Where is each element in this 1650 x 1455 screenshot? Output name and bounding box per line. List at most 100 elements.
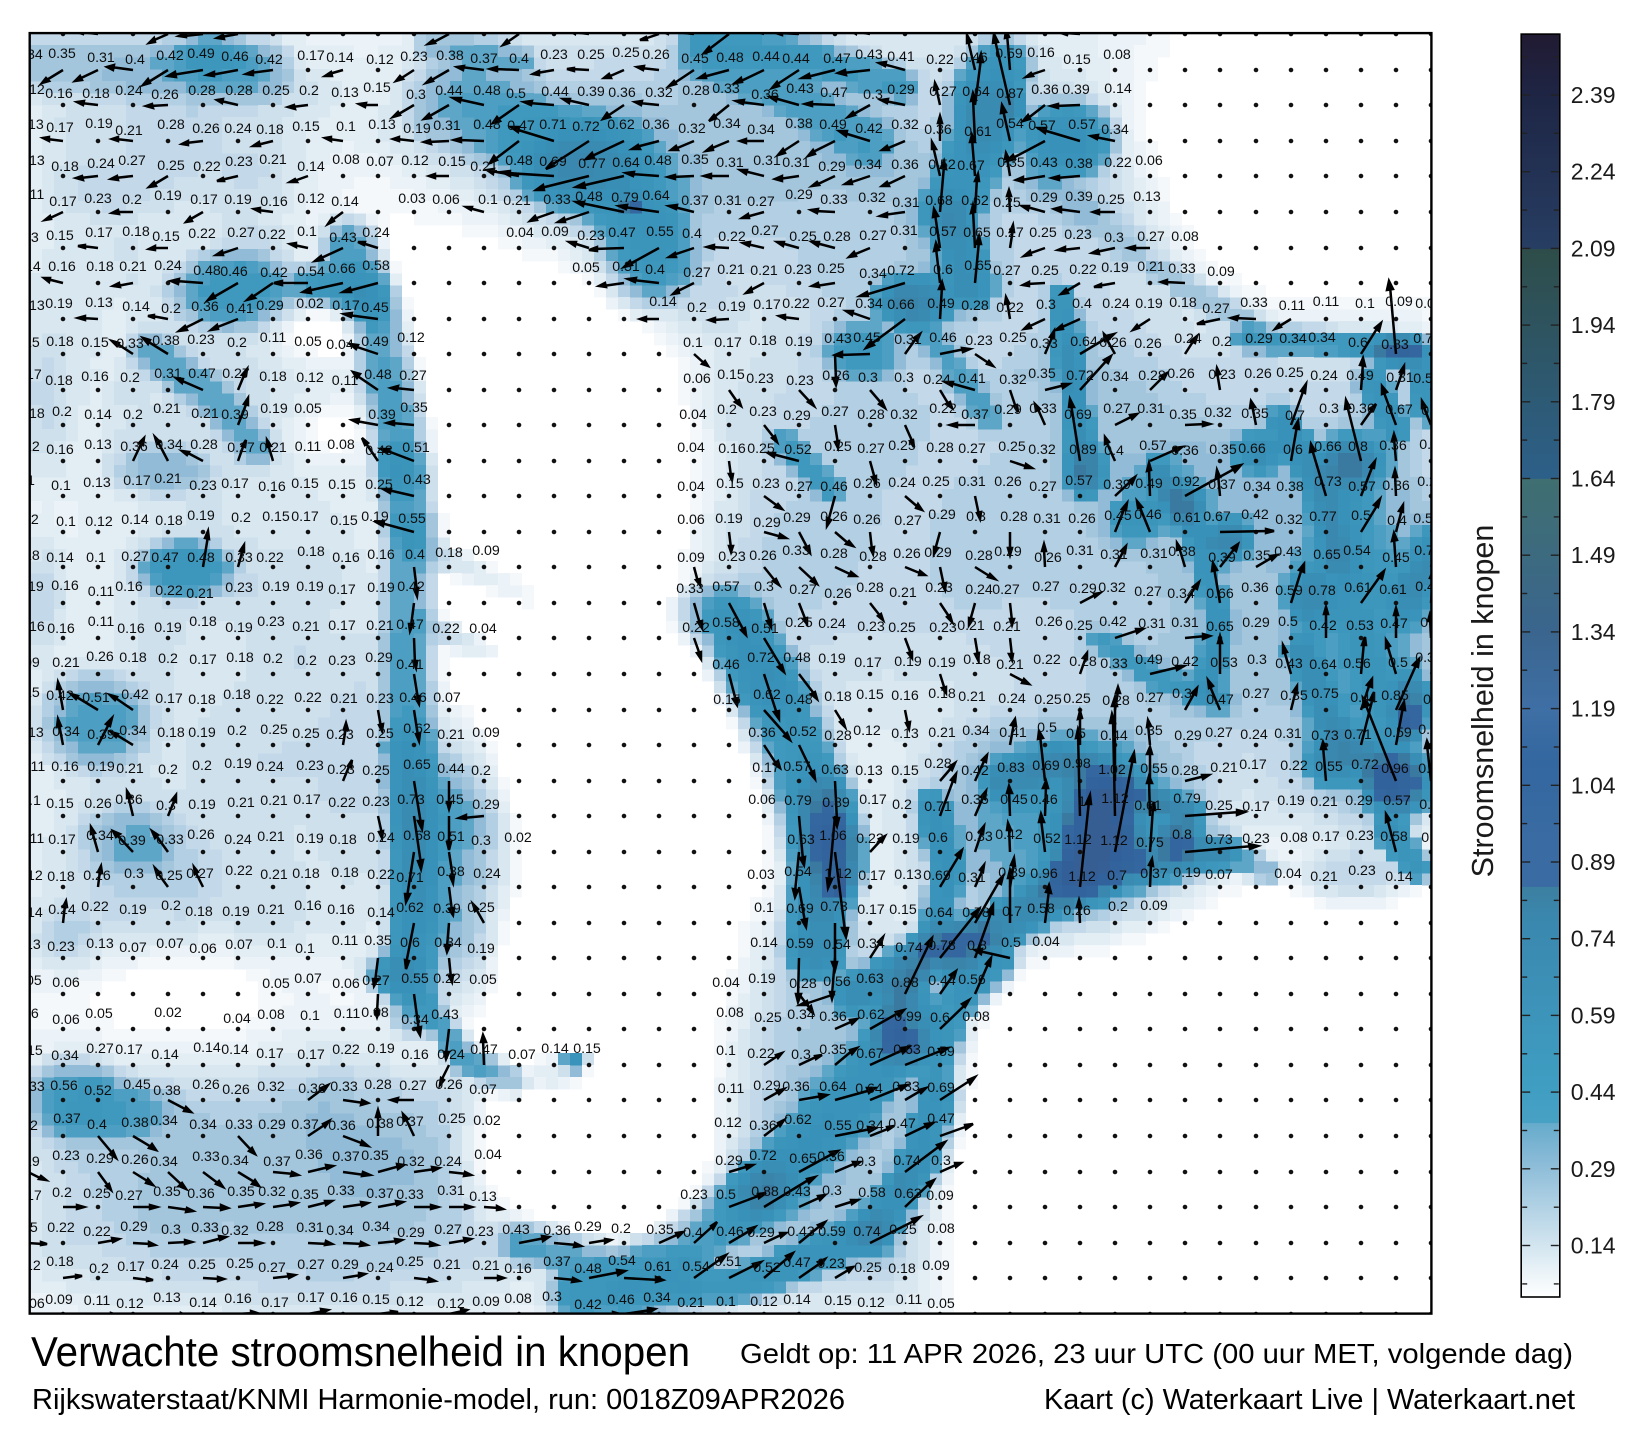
svg-text:0.28: 0.28	[1000, 509, 1028, 525]
svg-text:0.36: 0.36	[817, 1149, 845, 1165]
svg-text:0.27: 0.27	[258, 1260, 286, 1276]
svg-text:0.48: 0.48	[574, 1261, 602, 1277]
svg-text:0.69: 0.69	[539, 154, 567, 170]
svg-text:0.2: 0.2	[263, 651, 283, 667]
svg-text:0.73: 0.73	[397, 792, 425, 808]
svg-text:0.29: 0.29	[753, 515, 781, 531]
svg-text:0.47: 0.47	[783, 1255, 811, 1271]
svg-text:0.14: 0.14	[783, 1292, 811, 1308]
svg-text:0.31: 0.31	[1386, 370, 1414, 386]
svg-text:0.62: 0.62	[753, 687, 781, 703]
svg-text:0.1: 0.1	[295, 941, 315, 957]
svg-text:0.05: 0.05	[927, 1296, 955, 1312]
svg-text:0.29: 0.29	[256, 298, 284, 314]
svg-text:0.34: 0.34	[643, 1290, 671, 1306]
svg-text:0.3: 0.3	[858, 370, 878, 386]
svg-text:0.71: 0.71	[396, 870, 424, 886]
svg-text:0.55: 0.55	[1315, 759, 1343, 775]
svg-text:0.08: 0.08	[962, 1009, 990, 1025]
svg-text:0.5: 0.5	[1066, 726, 1086, 742]
svg-text:0.09: 0.09	[45, 1292, 73, 1308]
svg-text:0.5: 0.5	[1001, 935, 1021, 951]
svg-text:0.13: 0.13	[17, 298, 45, 314]
svg-text:0.42: 0.42	[255, 52, 283, 68]
svg-text:0.35: 0.35	[1169, 407, 1197, 423]
svg-text:0.55: 0.55	[646, 224, 674, 240]
svg-text:0.19: 0.19	[715, 511, 743, 527]
svg-text:0.37: 0.37	[470, 51, 498, 67]
svg-text:0.37: 0.37	[263, 1154, 291, 1170]
svg-text:0.17: 0.17	[46, 120, 74, 136]
svg-text:0.26: 0.26	[84, 796, 112, 812]
svg-text:0.21: 0.21	[227, 795, 255, 811]
svg-text:0.12: 0.12	[296, 370, 324, 386]
svg-text:0.74: 0.74	[1571, 926, 1616, 952]
svg-text:0.11: 0.11	[332, 933, 359, 949]
svg-text:0.3: 0.3	[856, 1154, 876, 1170]
svg-text:0.25: 0.25	[157, 158, 185, 174]
svg-text:0.57: 0.57	[1068, 117, 1096, 133]
svg-text:0.69: 0.69	[1032, 758, 1060, 774]
svg-text:0.11: 0.11	[19, 759, 46, 775]
svg-text:0.21: 0.21	[116, 761, 144, 777]
svg-text:0.06: 0.06	[52, 1012, 80, 1028]
svg-text:0.14: 0.14	[541, 1041, 569, 1057]
svg-text:0.72: 0.72	[1351, 757, 1379, 773]
svg-text:0.23: 0.23	[540, 47, 568, 63]
svg-text:0.19: 0.19	[367, 1041, 395, 1057]
svg-text:0.29: 0.29	[1242, 615, 1270, 631]
svg-text:0.22: 0.22	[193, 159, 221, 175]
svg-text:0.96: 0.96	[1381, 761, 1409, 777]
svg-text:0.74: 0.74	[895, 940, 923, 956]
svg-text:0.27: 0.27	[186, 866, 214, 882]
svg-text:0.35: 0.35	[227, 1184, 255, 1200]
svg-text:0.32: 0.32	[258, 1184, 286, 1200]
svg-text:0.15: 0.15	[46, 228, 74, 244]
svg-text:0.49: 0.49	[361, 334, 389, 350]
svg-text:0.37: 0.37	[681, 193, 709, 209]
svg-text:0.99: 0.99	[894, 1009, 922, 1025]
svg-text:0.09: 0.09	[1140, 898, 1168, 914]
svg-text:0.13: 0.13	[1133, 189, 1161, 205]
svg-text:0.26: 0.26	[853, 512, 881, 528]
svg-text:0.29: 0.29	[365, 650, 393, 666]
svg-text:0.65: 0.65	[963, 225, 991, 241]
svg-text:0.25: 0.25	[817, 261, 845, 277]
svg-text:0.42: 0.42	[1099, 614, 1127, 630]
svg-text:0.13: 0.13	[86, 936, 114, 952]
svg-text:0.21: 0.21	[154, 471, 182, 487]
svg-text:0.12: 0.12	[17, 82, 45, 98]
svg-text:0.51: 0.51	[402, 440, 430, 456]
svg-text:0.41: 0.41	[958, 371, 986, 387]
svg-text:0.08: 0.08	[1280, 830, 1308, 846]
svg-text:2.39: 2.39	[1571, 82, 1616, 108]
svg-text:0.17: 0.17	[85, 225, 113, 241]
svg-text:0.48: 0.48	[187, 550, 215, 566]
svg-text:0.34: 0.34	[15, 47, 43, 63]
svg-text:0.05: 0.05	[14, 973, 42, 989]
svg-text:0.29: 0.29	[785, 187, 813, 203]
svg-text:1.19: 1.19	[1571, 696, 1616, 722]
svg-text:0.26: 0.26	[1035, 614, 1063, 630]
svg-text:0.38: 0.38	[785, 116, 813, 132]
svg-text:0.18: 0.18	[331, 865, 359, 881]
svg-text:0.27: 0.27	[115, 1188, 143, 1204]
svg-text:0.21: 0.21	[433, 1257, 461, 1273]
svg-text:0.26: 0.26	[435, 1077, 463, 1093]
svg-text:0.34: 0.34	[1167, 586, 1195, 602]
svg-text:0.28: 0.28	[824, 728, 852, 744]
svg-text:0.04: 0.04	[223, 1011, 251, 1027]
svg-text:0.62: 0.62	[396, 900, 424, 916]
svg-text:0.22: 0.22	[81, 899, 109, 915]
svg-text:0.36: 0.36	[1241, 580, 1269, 596]
svg-text:0.05: 0.05	[572, 260, 600, 276]
svg-text:0.18: 0.18	[45, 373, 73, 389]
svg-text:0.8: 0.8	[1172, 827, 1192, 843]
svg-text:0.67: 0.67	[957, 158, 985, 174]
svg-text:0.18: 0.18	[47, 869, 75, 885]
svg-text:0.33: 0.33	[1240, 295, 1268, 311]
svg-text:0.44: 0.44	[928, 973, 956, 989]
svg-text:0.26: 0.26	[893, 546, 921, 562]
svg-text:0.33: 0.33	[892, 1079, 920, 1095]
svg-text:0.3: 0.3	[894, 370, 914, 386]
